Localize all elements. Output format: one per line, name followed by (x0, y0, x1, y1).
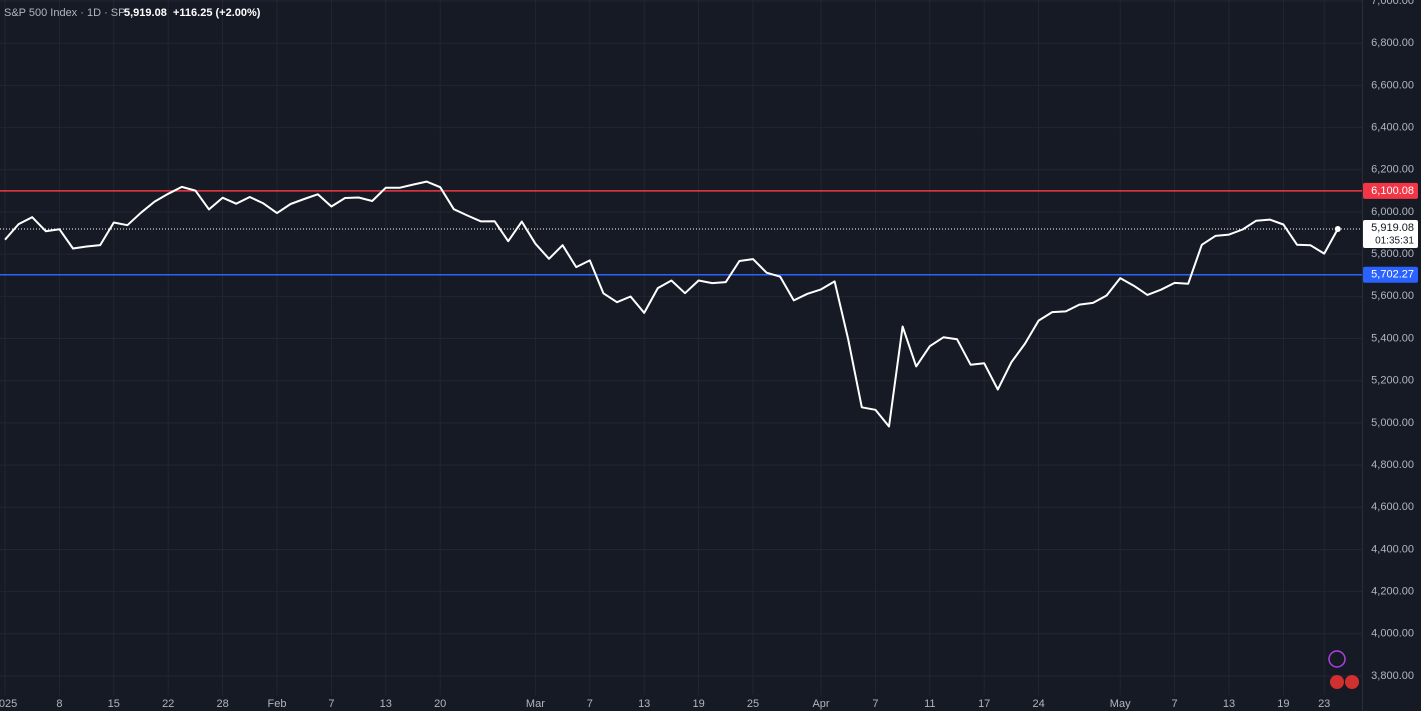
x-tick-label: 25 (747, 698, 759, 710)
countdown: 01:35:31 (1375, 236, 1414, 247)
x-tick-label: 17 (978, 698, 990, 710)
y-tick-label: 3,800.00 (1371, 670, 1414, 682)
x-tick-label: 28 (216, 698, 228, 710)
y-tick-label: 5,000.00 (1371, 417, 1414, 429)
y-tick-label: 6,200.00 (1371, 164, 1414, 176)
symbol: S&P 500 Index · 1D · SP (4, 7, 125, 19)
last-price-tag (1363, 220, 1418, 249)
plot (0, 180, 1362, 428)
x-tick-label: 7 (328, 698, 334, 710)
x-tick-label: 7 (872, 698, 878, 710)
price: 5,919.08 (124, 7, 167, 19)
y-tick-label: 4,800.00 (1371, 459, 1414, 471)
x-tick-label: May (1110, 698, 1131, 710)
x-tick-label: 13 (380, 698, 392, 710)
price-tag-label: 6,100.08 (1371, 185, 1414, 197)
x-tick-label: 23 (1318, 698, 1330, 710)
x-tick-label: 15 (108, 698, 120, 710)
y-tick-label: 4,000.00 (1371, 628, 1414, 640)
y-tick-label: 4,600.00 (1371, 501, 1414, 513)
x-tick-label: 8 (56, 698, 62, 710)
x-tick-label: 11 (924, 698, 935, 710)
y-tick-label: 7,000.00 (1371, 0, 1414, 7)
x-tick-label: 7 (587, 698, 593, 710)
x-tick-label: 7 (1172, 698, 1178, 710)
y-tick-label: 4,200.00 (1371, 586, 1414, 598)
price-line (4, 180, 1339, 428)
flag-icon[interactable] (1330, 675, 1344, 689)
last-price-label: 5,919.08 (1371, 222, 1414, 234)
x-tick-label: 20 (434, 698, 446, 710)
x-tick-label: Mar (526, 698, 545, 710)
x-tick-label: 13 (638, 698, 650, 710)
x-tick-label: 19 (1277, 698, 1289, 710)
y-tick-label: 6,800.00 (1371, 37, 1414, 49)
x-tick-label: Feb (268, 698, 287, 710)
grid (0, 0, 1362, 695)
price-tag (1363, 266, 1418, 283)
y-tick-label: 4,400.00 (1371, 543, 1414, 555)
x-tick-label: 19 (692, 698, 704, 710)
price-tag (1363, 182, 1418, 199)
y-tick-label: 6,600.00 (1371, 79, 1414, 91)
y-tick-label: 5,400.00 (1371, 332, 1414, 344)
y-tick-label: 6,400.00 (1371, 122, 1414, 134)
x-tick-label: 2025 (0, 698, 17, 710)
alert-icon[interactable] (1328, 650, 1346, 668)
x-tick-label: Apr (812, 698, 829, 710)
flag-icon[interactable] (1345, 675, 1359, 689)
y-tick-label: 5,800.00 (1371, 248, 1414, 260)
y-tick-label: 5,200.00 (1371, 375, 1414, 387)
change: +116.25 (+2.00%) (173, 7, 261, 19)
x-tick-label: 24 (1032, 698, 1044, 710)
x-tick-label: 22 (162, 698, 174, 710)
last-point (1334, 226, 1341, 233)
y-tick-label: 6,000.00 (1371, 206, 1414, 218)
price-tag-label: 5,702.27 (1371, 269, 1414, 281)
x-tick-label: 13 (1223, 698, 1235, 710)
y-tick-label: 5,600.00 (1371, 290, 1414, 302)
